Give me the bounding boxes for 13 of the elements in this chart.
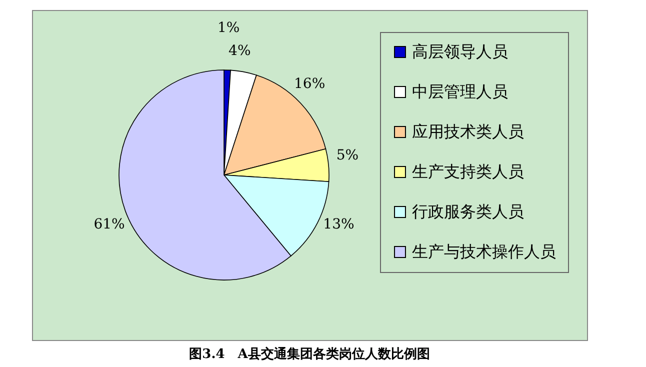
legend-label: 生产与技术操作人员 bbox=[412, 242, 556, 261]
legend-label: 中层管理人员 bbox=[412, 82, 508, 101]
data-label: 13% bbox=[323, 216, 354, 233]
data-label: 16% bbox=[294, 76, 326, 92]
legend-label: 应用技术类人员 bbox=[412, 122, 524, 141]
data-label: 5% bbox=[336, 147, 359, 164]
legend-label: 高层领导人员 bbox=[412, 42, 508, 61]
legend-label: 行政服务类人员 bbox=[412, 202, 524, 221]
data-label: 1% bbox=[218, 20, 240, 36]
data-label: 4% bbox=[228, 42, 251, 59]
caption: 图3.4 A县交通集团各类岗位人数比例图 bbox=[189, 346, 430, 362]
data-label: 61% bbox=[94, 216, 125, 233]
legend-label: 生产支持类人员 bbox=[412, 162, 524, 181]
